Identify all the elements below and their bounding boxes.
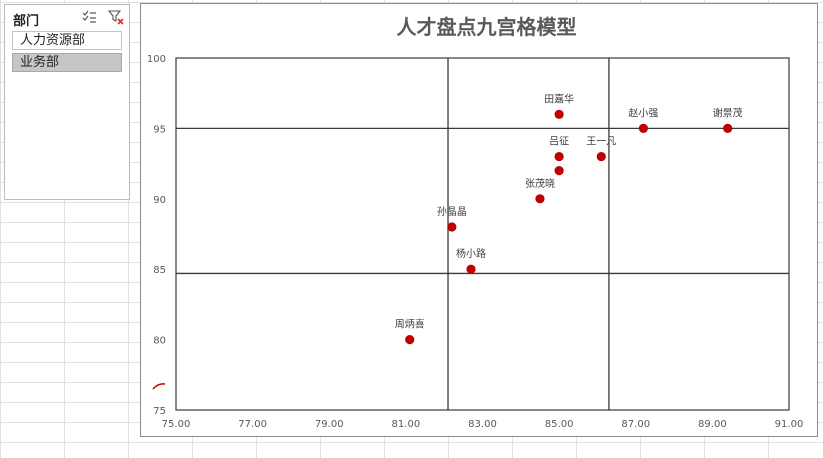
data-point (723, 123, 733, 133)
data-label: 田嘉华 (544, 92, 574, 105)
y-tick-label: 95 (153, 124, 166, 135)
data-label: 王一凡 (586, 136, 616, 148)
data-point (554, 151, 564, 162)
data-point (535, 194, 545, 204)
scatter-chart: 人才盘点九宫格模型 75.00 77.00 79.00 81.00 83.00 85.00 8… (147, 15, 804, 430)
x-tick-label: 81.00 (392, 419, 421, 430)
slicer-header: 部门 (5, 5, 129, 29)
department-slicer[interactable]: 部门 人力资源部 业务部 (4, 4, 130, 200)
slicer-item-hr[interactable]: 人力资源部 (12, 31, 122, 50)
data-label: 张茂晓 (525, 177, 555, 190)
data-point (554, 109, 564, 119)
y-tick-label: 100 (147, 54, 166, 65)
chart-title: 人才盘点九宫格模型 (397, 15, 577, 39)
data-label: 吕征 (549, 136, 569, 148)
red-arrow-icon (152, 383, 166, 390)
data-point (447, 222, 457, 232)
plot-area (175, 57, 790, 411)
x-tick-label: 83.00 (468, 419, 497, 430)
data-point (466, 264, 476, 274)
slicer-title: 部门 (13, 14, 40, 29)
x-tick-label: 85.00 (545, 419, 574, 430)
multi-select-icon[interactable] (81, 9, 97, 25)
y-tick-label: 80 (153, 336, 166, 347)
data-label: 谢景茂 (713, 106, 743, 119)
y-tick-label: 85 (153, 265, 166, 276)
x-tick-label: 75.00 (162, 419, 191, 430)
x-tick-label: 79.00 (315, 419, 344, 430)
chart-frame[interactable]: 人才盘点九宫格模型 75.00 77.00 79.00 81.00 83.00 85.00 8… (140, 3, 818, 437)
data-label: 杨小路 (456, 247, 486, 260)
data-label: 孙晶晶 (437, 205, 467, 218)
data-point (554, 166, 564, 176)
x-tick-label: 77.00 (238, 419, 267, 430)
data-point (596, 151, 606, 162)
data-point (405, 335, 415, 345)
data-point (638, 123, 649, 133)
x-tick-label: 89.00 (698, 419, 727, 430)
y-tick-label: 90 (153, 195, 166, 206)
slicer-item-business[interactable]: 业务部 (12, 53, 122, 72)
y-tick-label: 75 (153, 406, 166, 417)
clear-filter-icon[interactable] (107, 9, 124, 25)
x-tick-label: 87.00 (621, 419, 650, 430)
data-label: 周炳喜 (395, 318, 425, 331)
data-label: 赵小强 (628, 106, 658, 119)
x-tick-label: 91.00 (775, 419, 804, 430)
